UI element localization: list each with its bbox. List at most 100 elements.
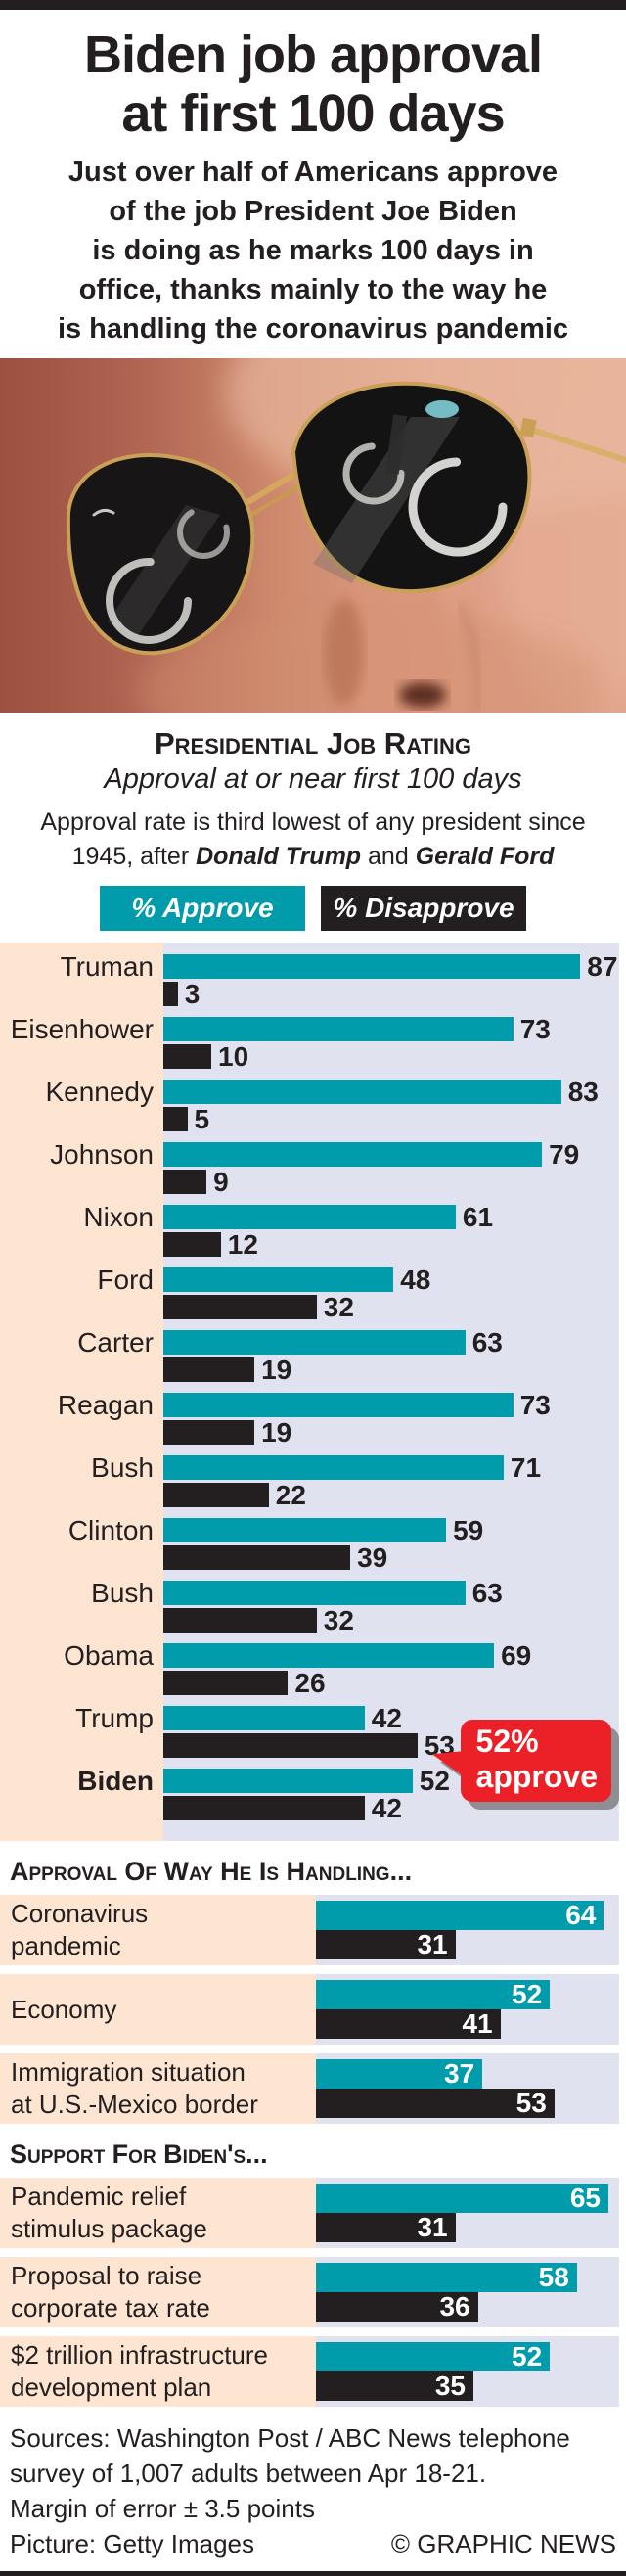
president-row: Obama 69 26 [0,1642,619,1697]
bar-value: 48 [400,1265,431,1295]
president-label: Reagan [57,1390,154,1420]
disapprove-bar [163,1357,255,1382]
bridge-lower [246,482,305,519]
disapprove-bar-line: 5 [163,1106,619,1133]
president-bars: 69 26 [163,1642,619,1697]
approve-bar: 52 [316,2341,551,2371]
approve-bar [163,954,581,979]
president-label: Trump [75,1703,154,1733]
approve-bar [163,1769,413,1793]
disapprove-bar-line: 32 [163,1294,619,1321]
callout-value: 52% [475,1724,539,1759]
bar-value: 52 [419,1766,450,1796]
approve-bar [163,1518,447,1542]
disapprove-bar [163,1796,365,1820]
disapprove-bar-line: 22 [163,1482,619,1509]
handling-bar-chart: Coronavirus pandemic 64 31 Economy 52 41 Immig… [0,1895,626,2124]
approve-bar-line: 61 [163,1202,619,1232]
disapprove-bar [163,1170,207,1194]
president-row: Kennedy 83 5 [0,1077,619,1133]
bar-value: 42 [371,1793,402,1823]
president-label: Johnson [50,1139,154,1170]
disapprove-bar-line: 12 [163,1229,619,1260]
approve-bar-line: 48 [163,1265,619,1295]
disapprove-bar [163,1671,289,1695]
disapprove-bar: 53 [316,2088,555,2118]
bar-value: 32 [323,1605,354,1635]
callout-tail-icon [429,1747,466,1776]
approve-bar-line: 73 [163,1014,619,1044]
president-bars: 87 3 [163,953,619,1008]
bridge [244,467,304,506]
approve-bar-line: 79 [163,1141,619,1169]
biden-photo [0,358,626,713]
bar-value: 73 [519,1390,551,1420]
disapprove-bar [163,1295,317,1319]
president-label: Biden [77,1766,154,1796]
note-text: Approval rate is third lowest of any pre… [40,808,586,870]
bar-value: 59 [453,1515,484,1545]
approve-bar-line: 59 [163,1515,619,1545]
bar-value: 83 [567,1077,599,1107]
picture-credit: Picture: Getty Images [10,2529,254,2558]
page-subtitle: Just over half of Americans approve of t… [57,157,569,345]
disapprove-bar [163,1107,188,1131]
disapprove-bar: 41 [316,2008,501,2039]
disapprove-bar [163,1545,351,1570]
disapprove-bar-line: 9 [163,1167,619,1197]
topic-label: Pandemic relief stimulus package [0,2178,316,2248]
president-bars: 52 42 [163,1766,619,1823]
disapprove-bar: 36 [316,2291,478,2322]
president-row: Nixon 61 12 [0,1202,619,1260]
bar-value: 71 [510,1452,542,1483]
president-label: Eisenhower [10,1014,154,1044]
approve-bar: 65 [316,2183,608,2213]
approve-bar [163,1267,394,1292]
callout-bubble: 52% approve [460,1720,611,1802]
bar-value: 9 [213,1167,229,1197]
topic-row: Proposal to raise corporate tax rate 58 36 [0,2257,619,2327]
topic-bars: 65 31 [316,2178,619,2248]
approve-bar-line: 73 [163,1390,619,1420]
president-bars: 42 53 [163,1703,619,1760]
approve-bar-line: 69 [163,1642,619,1670]
bar-value: 42 [371,1703,402,1733]
bar-value: 63 [471,1578,503,1608]
bar-value: 10 [218,1041,249,1072]
biden-approval-callout: 52% approve [429,1720,611,1802]
bar-value: 12 [227,1229,258,1260]
topic-label: Economy [0,1974,316,2045]
lens-reflections [92,400,508,644]
approve-bar-line: 52 [163,1766,619,1796]
approve-bar [163,1643,495,1668]
president-bars: 71 22 [163,1452,619,1509]
disapprove-bar [163,1044,211,1069]
note-ford: Gerald Ford [415,843,555,870]
topic-label: Immigration situation at U.S.-Mexico bor… [0,2053,316,2124]
disapprove-bar [163,982,178,1006]
topic-bars: 58 36 [316,2257,619,2327]
president-label: Nixon [83,1202,154,1232]
approve-bar-line: 87 [163,953,619,981]
callout-label: approve [475,1759,598,1794]
bar-value: 73 [519,1014,551,1044]
president-row: Truman 87 3 [0,953,619,1008]
bar-value: 61 [462,1202,494,1232]
president-row: Reagan 73 19 [0,1390,619,1447]
note-trump: Donald Trump [196,843,362,870]
approve-bar-line: 71 [163,1452,619,1483]
approve-bar [163,1330,466,1355]
bar-value: 63 [471,1327,503,1357]
hinge [519,417,537,438]
president-bars: 73 10 [163,1014,619,1072]
section-title-handling: Approval Of Way He Is Handling... [10,1857,413,1886]
disapprove-bar-line: 39 [163,1544,619,1572]
topic-label: $2 trillion infrastructure development p… [0,2336,316,2407]
president-bars: 63 19 [163,1327,619,1384]
approve-bar [163,1205,456,1229]
disapprove-bar [163,1608,317,1633]
page-title: Biden job approval at first 100 days [83,25,543,143]
chart-note: Approval rate is third lowest of any pre… [0,805,626,874]
legend-disapprove: % Disapprove [321,886,526,931]
disapprove-bar [163,1483,269,1507]
